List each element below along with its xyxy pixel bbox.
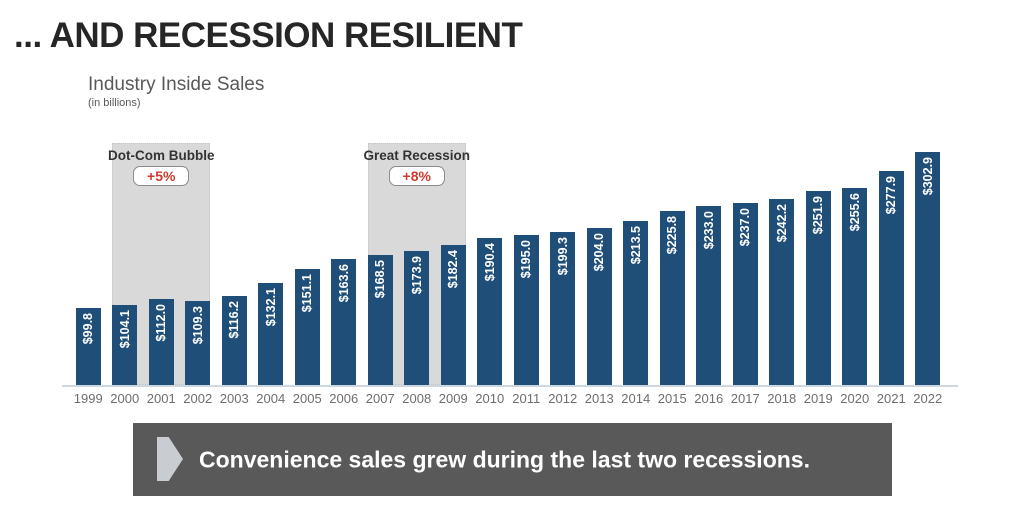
x-tick-label-2002: 2002 — [183, 391, 213, 406]
bar-value-label: $116.2 — [227, 301, 242, 339]
x-tick-label-2013: 2013 — [584, 391, 614, 406]
banner-text: Convenience sales grew during the last t… — [199, 446, 810, 472]
bar-value-label: $151.1 — [300, 274, 315, 313]
bar-2014: $213.5 — [623, 221, 649, 385]
x-tick-label-2014: 2014 — [621, 391, 651, 406]
page-title: ... AND RECESSION RESILIENT — [14, 16, 523, 55]
band-growth-badge: +8% — [388, 166, 445, 186]
band-label: Dot-Com Bubble — [108, 148, 215, 163]
x-tick-label-2021: 2021 — [876, 391, 906, 406]
bar-1999: $99.8 — [75, 308, 101, 385]
bar-value-label: $204.0 — [592, 233, 607, 272]
bar-2004: $132.1 — [258, 283, 284, 385]
band-label: Great Recession — [363, 148, 471, 163]
x-tick-label-2011: 2011 — [512, 391, 541, 406]
bar-2015: $225.8 — [659, 211, 685, 385]
x-tick-label-2000: 2000 — [110, 391, 140, 406]
x-tick-label-2017: 2017 — [730, 391, 760, 406]
bar-value-label: $225.8 — [665, 216, 680, 255]
bar-2019: $251.9 — [805, 191, 831, 385]
x-tick-label-2022: 2022 — [913, 391, 943, 406]
x-tick-label-2008: 2008 — [402, 391, 432, 406]
bar-value-label: $109.3 — [190, 306, 205, 345]
bar-value-label: $277.9 — [884, 176, 899, 215]
bar-2017: $237.0 — [732, 203, 758, 385]
bar-value-label: $251.9 — [811, 196, 826, 235]
bar-2022: $302.9 — [915, 152, 941, 385]
plot-area: Dot-Com Bubble +5% Great Recession +8% $99.8… — [62, 135, 958, 410]
x-tick-label-2016: 2016 — [694, 391, 724, 406]
bar-2010: $190.4 — [477, 238, 503, 385]
bar-value-label: $302.9 — [920, 157, 935, 196]
bar-value-label: $199.3 — [555, 237, 570, 276]
x-tick-label-2006: 2006 — [329, 391, 359, 406]
chart-subtitle: Industry Inside Sales — [88, 74, 265, 95]
bar-value-label: $112.0 — [154, 304, 169, 342]
bar-2006: $163.6 — [331, 259, 357, 385]
x-tick-label-2015: 2015 — [657, 391, 687, 406]
bar-2003: $116.2 — [221, 296, 247, 385]
bar-2020: $255.6 — [842, 188, 868, 385]
bar-value-label: $195.0 — [519, 240, 534, 279]
pentagon-arrow-right-icon — [157, 437, 183, 481]
bar-2007: $168.5 — [367, 255, 393, 385]
bar-value-label: $104.1 — [117, 310, 132, 349]
bar-2005: $151.1 — [294, 269, 320, 385]
bar-2012: $199.3 — [550, 232, 576, 385]
bar-value-label: $132.1 — [263, 288, 278, 327]
x-tick-label-2001: 2001 — [146, 391, 176, 406]
bar-2016: $233.0 — [696, 206, 722, 385]
x-axis-line — [62, 385, 958, 387]
chart-units-label: (in billions) — [88, 97, 141, 109]
x-tick-label-2005: 2005 — [292, 391, 322, 406]
bar-2011: $195.0 — [513, 235, 539, 385]
bar-value-label: $242.2 — [774, 204, 789, 243]
bar-2001: $112.0 — [148, 299, 174, 385]
bar-value-label: $182.4 — [446, 250, 461, 289]
bar-value-label: $213.5 — [628, 226, 643, 265]
x-tick-label-2007: 2007 — [365, 391, 395, 406]
x-tick-label-2018: 2018 — [767, 391, 797, 406]
x-tick-label-2004: 2004 — [256, 391, 286, 406]
bar-value-label: $173.9 — [409, 256, 424, 295]
bar-2021: $277.9 — [878, 171, 904, 385]
bar-value-label: $168.5 — [373, 260, 388, 299]
bar-2009: $182.4 — [440, 245, 466, 385]
bar-2013: $204.0 — [586, 228, 612, 385]
x-tick-label-2010: 2010 — [475, 391, 505, 406]
bar-value-label: $233.0 — [701, 211, 716, 250]
bar-value-label: $237.0 — [738, 208, 753, 247]
band-growth-badge: +5% — [133, 166, 190, 186]
x-tick-label-2020: 2020 — [840, 391, 870, 406]
x-tick-label-1999: 1999 — [73, 391, 103, 406]
bar-2018: $242.2 — [769, 199, 795, 385]
bar-value-label: $190.4 — [482, 243, 497, 282]
x-tick-label-2012: 2012 — [548, 391, 578, 406]
bar-value-label: $99.8 — [81, 313, 96, 345]
highlight-banner: Convenience sales grew during the last t… — [133, 423, 892, 496]
bar-2000: $104.1 — [112, 305, 138, 385]
bar-2002: $109.3 — [185, 301, 211, 385]
x-tick-label-2003: 2003 — [219, 391, 249, 406]
bar-value-label: $163.6 — [336, 264, 351, 303]
bar-value-label: $255.6 — [847, 193, 862, 232]
bar-2008: $173.9 — [404, 251, 430, 385]
x-tick-label-2019: 2019 — [803, 391, 833, 406]
x-tick-label-2009: 2009 — [438, 391, 468, 406]
